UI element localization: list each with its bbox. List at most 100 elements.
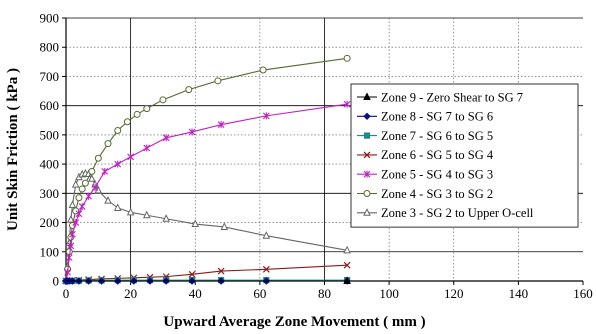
data-point xyxy=(78,202,86,210)
data-point xyxy=(262,265,270,273)
legend-swatch-marker xyxy=(363,190,371,197)
data-point xyxy=(217,267,225,275)
legend-swatch-marker xyxy=(363,112,371,121)
series-zone-3 xyxy=(62,168,351,284)
x-tick-label: 60 xyxy=(253,286,266,301)
data-point xyxy=(71,179,80,188)
data-point xyxy=(220,222,229,230)
legend-item: Zone 8 - SG 7 to SG 6 xyxy=(357,110,493,124)
data-point xyxy=(64,268,72,276)
y-axis-label: Unit Skin Friction ( kPa ) xyxy=(5,68,21,231)
data-point xyxy=(88,167,96,175)
legend: Zone 9 - Zero Shear to SG 7 Zone 8 - SG 7… xyxy=(350,83,579,228)
data-point xyxy=(188,128,196,136)
data-point xyxy=(81,179,89,187)
legend-item: Zone 9 - Zero Shear to SG 7 xyxy=(357,90,523,104)
legend-swatch-marker xyxy=(363,132,371,139)
x-tick-label: 140 xyxy=(509,286,529,301)
data-point xyxy=(143,105,151,113)
series-group xyxy=(62,54,351,285)
legend-label: Zone 3 - SG 2 to Upper O-cell xyxy=(381,206,534,220)
data-point xyxy=(162,134,170,142)
data-point xyxy=(262,112,270,120)
data-point xyxy=(104,196,112,204)
data-point xyxy=(101,167,109,175)
x-tick-label: 20 xyxy=(124,286,137,301)
legend-swatch-marker xyxy=(363,92,371,100)
data-point xyxy=(85,192,93,200)
data-point xyxy=(343,276,351,284)
legend-label: Zone 7 - SG 6 to SG 5 xyxy=(381,129,493,143)
data-point xyxy=(114,127,122,135)
data-point xyxy=(78,185,86,193)
data-point xyxy=(75,210,83,218)
data-point xyxy=(142,210,151,219)
legend-swatch-marker xyxy=(363,170,371,178)
data-point xyxy=(65,254,73,262)
data-point xyxy=(72,219,80,227)
y-tick-label: 100 xyxy=(40,244,60,259)
data-point xyxy=(68,200,77,209)
data-point xyxy=(127,153,135,161)
data-point xyxy=(185,86,193,94)
legend-swatch-marker xyxy=(363,151,371,159)
y-tick-label: 700 xyxy=(40,69,60,84)
legend-label: Zone 6 - SG 5 to SG 4 xyxy=(381,148,494,162)
x-tick-label: 160 xyxy=(573,286,593,301)
data-point xyxy=(69,230,76,238)
data-point xyxy=(262,231,271,239)
data-point xyxy=(191,219,200,228)
data-point xyxy=(143,144,151,152)
legend-item: Zone 6 - SG 5 to SG 4 xyxy=(357,148,494,162)
data-point xyxy=(75,194,83,202)
data-point xyxy=(67,215,75,223)
data-point xyxy=(114,160,122,168)
data-point xyxy=(113,203,122,211)
y-tick-label: 900 xyxy=(40,11,60,26)
data-point xyxy=(162,214,170,222)
data-point xyxy=(259,66,267,74)
data-point xyxy=(214,77,222,85)
data-point xyxy=(126,207,135,216)
x-tick-label: 120 xyxy=(444,286,464,301)
x-tick-label: 100 xyxy=(379,286,399,301)
legend-label: Zone 9 - Zero Shear to SG 7 xyxy=(381,90,523,104)
legend-label: Zone 8 - SG 7 to SG 6 xyxy=(381,110,493,124)
y-tick-label: 400 xyxy=(40,157,60,172)
legend-item: Zone 3 - SG 2 to Upper O-cell xyxy=(357,206,534,220)
data-point xyxy=(343,261,351,269)
data-point xyxy=(343,100,351,108)
x-axis-label: Upward Average Zone Movement ( mm ) xyxy=(163,314,425,329)
legend-label: Zone 5 - SG 4 to SG 3 xyxy=(381,168,493,182)
y-tick-label: 600 xyxy=(40,98,60,113)
y-tick-label: 0 xyxy=(53,274,60,289)
data-point xyxy=(88,174,96,182)
y-tick-label: 800 xyxy=(40,40,60,55)
x-tick-label: 0 xyxy=(63,286,70,301)
data-point xyxy=(343,54,351,62)
data-point xyxy=(123,118,131,126)
y-tick-label: 300 xyxy=(40,186,60,201)
data-point xyxy=(133,110,141,118)
x-tick-label: 40 xyxy=(189,286,202,301)
y-tick-label: 200 xyxy=(40,215,60,230)
data-point xyxy=(159,96,167,104)
legend-label: Zone 4 - SG 3 to SG 2 xyxy=(381,187,493,201)
legend-item: Zone 5 - SG 4 to SG 3 xyxy=(357,168,493,182)
data-point xyxy=(67,242,75,250)
x-tick-label: 80 xyxy=(318,286,331,301)
legend-swatch-marker xyxy=(363,208,371,216)
data-point xyxy=(94,154,102,162)
data-point xyxy=(343,245,351,254)
data-point xyxy=(91,183,99,191)
legend-box xyxy=(350,83,579,228)
y-tick-label: 500 xyxy=(40,127,60,142)
legend-item: Zone 7 - SG 6 to SG 5 xyxy=(357,129,493,143)
data-point xyxy=(217,121,225,129)
data-point xyxy=(104,140,112,148)
legend-item: Zone 4 - SG 3 to SG 2 xyxy=(357,187,493,201)
series-zone-9 xyxy=(66,276,351,284)
data-point xyxy=(188,270,196,278)
